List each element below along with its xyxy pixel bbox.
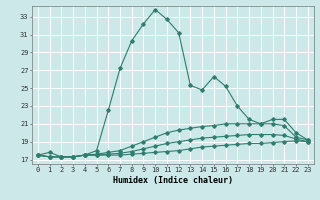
X-axis label: Humidex (Indice chaleur): Humidex (Indice chaleur) bbox=[113, 176, 233, 185]
